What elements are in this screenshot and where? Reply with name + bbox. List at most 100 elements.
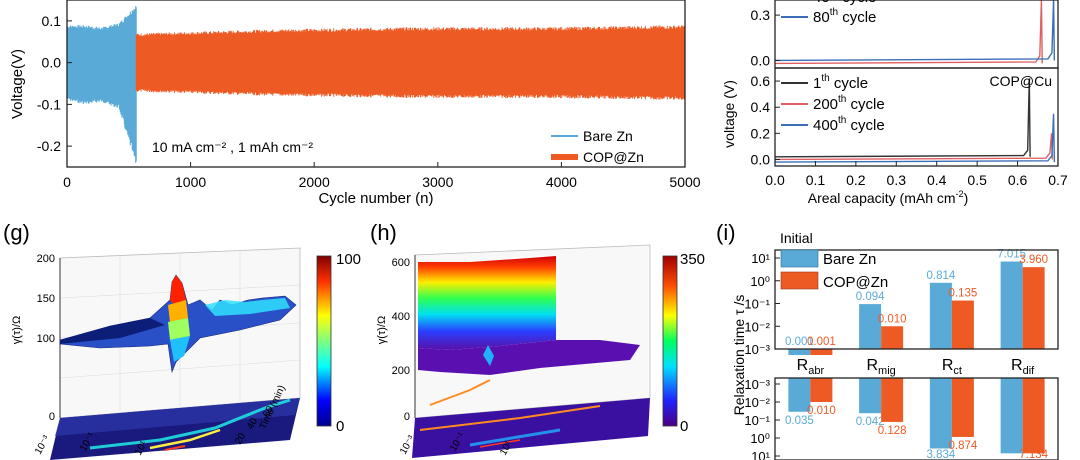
relax-top-bar bbox=[929, 282, 952, 349]
capacity-top-legend: 40th cycle80th cycle bbox=[781, 0, 876, 26]
series-cop-zn-trace bbox=[135, 25, 686, 101]
g-colorbar-min: 0 bbox=[336, 418, 344, 435]
test-condition-annotation: 10 mA cm⁻² , 1 mAh cm⁻² bbox=[152, 139, 313, 155]
relax-top-bar-label: 0.094 bbox=[856, 291, 885, 303]
relax-bottom-bar-label: 0.128 bbox=[878, 425, 907, 437]
g-z-tick: 0 bbox=[49, 411, 55, 423]
relax-category-label: Rct bbox=[942, 357, 962, 377]
capacity-legend-label: 80th cycle bbox=[813, 7, 876, 26]
y-tick-label: 0.1 bbox=[42, 13, 62, 29]
capacity-curve-bottom-2 bbox=[774, 113, 1056, 163]
relax-initial-title: Initial bbox=[780, 230, 813, 246]
g-z-tick: 150 bbox=[37, 293, 55, 305]
relax-top-bar bbox=[951, 300, 974, 349]
g-time-tick: 60 bbox=[261, 404, 276, 420]
relax-category-label: Rabr bbox=[797, 357, 825, 377]
legend-label-bare-zn-bar: Bare Zn bbox=[823, 251, 876, 268]
capacity-y-tick-label: 0.3 bbox=[751, 7, 771, 23]
panel-label-i: (i) bbox=[716, 220, 736, 245]
g-colorbar bbox=[316, 255, 332, 427]
capacity-y-tick-label: 0.0 bbox=[751, 52, 771, 68]
relax-top-bar-label: 0.135 bbox=[948, 288, 977, 300]
capacity-bottom-frame bbox=[774, 67, 1059, 167]
capacity-x-tick-label: 0.6 bbox=[1008, 172, 1028, 188]
capacity-curve-bottom-0 bbox=[774, 78, 1031, 158]
g-time-tick: 40 bbox=[245, 416, 260, 432]
relax-bottom-bar-label: 0.874 bbox=[948, 440, 977, 452]
voltage-capacity-chart: 0.3 0.0 0.6 0.4 0.2 0.0 0.0 0.1 0.2 0.3 0.4 0.5 0.6 0… bbox=[721, 0, 1068, 206]
h-z-tick: 400 bbox=[392, 311, 410, 323]
relax-top-frame bbox=[774, 249, 1059, 350]
h-z-tick: 0 bbox=[404, 411, 410, 423]
x-tick-label: 4000 bbox=[546, 174, 577, 190]
relax-top-y-tick-label: 10⁰ bbox=[750, 274, 770, 289]
g-z-tick: 100 bbox=[37, 333, 55, 345]
voltage-cycle-x-label: Cycle number (n) bbox=[318, 190, 433, 207]
capacity-x-tick-label: 0.0 bbox=[765, 172, 785, 188]
relax-bottom-y-tick-label: 10⁰ bbox=[750, 431, 770, 446]
legend-label-cop-zn: COP@Zn bbox=[583, 149, 644, 165]
capacity-x-tick-label: 0.7 bbox=[1048, 172, 1068, 188]
relax-bottom-bar-label: 7.134 bbox=[1019, 449, 1048, 460]
relax-bottom-bar bbox=[1022, 378, 1045, 454]
legend-label-cop-zn-bar: COP@Zn bbox=[823, 274, 888, 291]
relax-bottom-y-tick-label: 10⁻¹ bbox=[744, 413, 770, 428]
capacity-x-label: Areal capacity (mAh cm-2) bbox=[808, 189, 969, 206]
relax-top-bar bbox=[881, 326, 904, 349]
h-colorbar-max: 350 bbox=[680, 251, 705, 268]
relax-top-bar bbox=[1000, 261, 1023, 349]
capacity-y-label: voltage (V) bbox=[721, 80, 737, 148]
capacity-bottom-legend: 1th cycle 200th cycle 400th cycle bbox=[781, 73, 885, 134]
relax-top-y-tick-label: 10⁻¹ bbox=[744, 297, 770, 312]
voltage-cycle-frame bbox=[66, 0, 686, 168]
h-colorbar-min: 0 bbox=[680, 418, 688, 435]
y-tick-label: 0.0 bbox=[42, 55, 62, 71]
legend-swatch-bare-zn-bar bbox=[780, 249, 819, 268]
relax-top-bar bbox=[788, 349, 811, 355]
x-tick-label: 1000 bbox=[175, 174, 206, 190]
capacity-legend-label: 40th cycle bbox=[813, 0, 876, 6]
relax-top-y-tick-label: 10¹ bbox=[751, 251, 770, 266]
relax-bottom-bar bbox=[951, 378, 974, 437]
relax-bottom-bar bbox=[929, 378, 952, 449]
relax-top-bar-label: 0.001 bbox=[807, 336, 836, 348]
legend-label-bare-zn: Bare Zn bbox=[583, 128, 633, 144]
relax-bottom-bar-label: 3.834 bbox=[926, 449, 955, 460]
relax-bottom-bar-label: 0.035 bbox=[785, 415, 814, 427]
capacity-y-tick-label: 0.2 bbox=[751, 125, 771, 141]
relax-bottom-bar-label: 0.042 bbox=[856, 416, 885, 428]
capacity-y-tick-label: 0.0 bbox=[751, 151, 771, 167]
series-bare-zn-trace bbox=[66, 6, 137, 163]
g-time-tick: 20 bbox=[233, 431, 248, 447]
relax-top-bar-label: 0.001 bbox=[785, 336, 814, 348]
relax-bottom-bar bbox=[1000, 378, 1023, 454]
x-tick-label: 3000 bbox=[422, 174, 453, 190]
relaxation-bar-chart: 0.001 0.094 0.814 7.015 0.001 0.010 0.135 3.960… bbox=[731, 230, 1059, 460]
relax-bottom-bar bbox=[788, 378, 811, 412]
cop-cu-label: COP@Cu bbox=[990, 73, 1052, 89]
relax-top-bar bbox=[1022, 267, 1045, 349]
capacity-x-tick-label: 0.2 bbox=[846, 172, 866, 188]
relax-y-label: Relaxation time τ /s bbox=[731, 295, 747, 416]
panel-label-h: (h) bbox=[370, 220, 397, 245]
capacity-y-tick-label: 0.6 bbox=[751, 73, 771, 89]
h-z-tick: 200 bbox=[392, 365, 410, 377]
y-tick-label: -0.2 bbox=[37, 138, 61, 154]
relax-top-y-tick-label: 10⁻² bbox=[744, 319, 770, 334]
y-tick-label: -0.1 bbox=[37, 96, 61, 112]
capacity-y-tick-label: 0.4 bbox=[751, 99, 771, 115]
relax-top-bar-label: 7.015 bbox=[997, 249, 1026, 261]
voltage-cycle-y-label: Voltage(V) bbox=[9, 49, 26, 119]
relax-bottom-bar bbox=[881, 378, 904, 422]
capacity-legend-label: 200th cycle bbox=[813, 94, 885, 113]
relax-top-bar bbox=[810, 349, 833, 355]
voltage-cycle-legend: Bare Zn COP@Zn bbox=[551, 128, 644, 165]
relax-bottom-y-tick-label: 10¹ bbox=[751, 449, 770, 460]
relax-bottom-bar bbox=[810, 378, 833, 402]
relax-top-bar-label: 0.814 bbox=[926, 270, 955, 282]
relax-top-y-tick-label: 10⁻³ bbox=[744, 342, 770, 357]
panel-label-g: (g) bbox=[3, 220, 30, 245]
h-colorbar bbox=[662, 255, 678, 427]
